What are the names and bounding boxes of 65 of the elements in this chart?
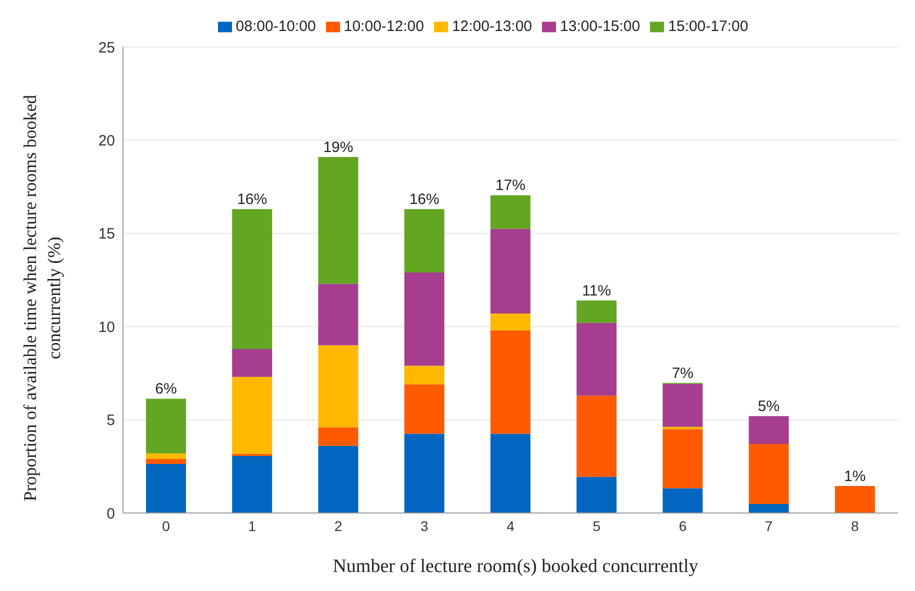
total-label: 17% (495, 177, 526, 194)
legend-label: 08:00-10:00 (236, 18, 316, 35)
bar (662, 488, 703, 513)
bar (490, 228, 530, 314)
x-tick-label: 1 (248, 518, 256, 534)
bar (146, 464, 186, 513)
total-label: 5% (758, 398, 780, 416)
bar (490, 195, 530, 229)
legend-label: 15:00-17:00 (668, 18, 748, 35)
bar (318, 427, 358, 446)
legend-label: 13:00-15:00 (560, 18, 640, 35)
bar (576, 322, 617, 396)
x-tick-label: 4 (506, 518, 515, 534)
bar (146, 453, 186, 459)
bar (748, 504, 789, 513)
total-label: 11% (582, 282, 612, 300)
bar (834, 486, 875, 513)
bar (490, 314, 530, 330)
total-label: 16% (409, 191, 440, 208)
total-label: 1% (844, 468, 866, 485)
bar (404, 434, 444, 513)
x-tick-label: 2 (334, 518, 342, 534)
total-label: 16% (237, 191, 268, 208)
y-axis-title: Proportion of available time when lecture rooms booked concurrently (%) (19, 94, 65, 504)
y-tick-label: 20 (98, 132, 115, 150)
y-tick-label: 10 (98, 318, 115, 336)
bar (404, 384, 444, 434)
total-label: 19% (323, 138, 354, 156)
bar (232, 348, 272, 377)
bar (662, 429, 703, 488)
x-tick-label: 5 (592, 518, 601, 534)
bar (146, 398, 186, 454)
x-tick-label: 6 (678, 518, 687, 534)
bar (232, 376, 272, 454)
bar (662, 384, 703, 427)
x-tick-label: 3 (420, 518, 428, 534)
bar (576, 300, 617, 323)
bar (232, 456, 272, 513)
y-tick-label: 15 (98, 226, 115, 243)
bar (490, 330, 530, 434)
bar (576, 476, 617, 513)
bar (748, 444, 789, 504)
x-tick-label: 8 (851, 518, 860, 534)
bar (748, 416, 789, 444)
legend-label: 10:00-12:00 (344, 18, 424, 35)
bar (490, 434, 530, 513)
total-label: 7% (672, 364, 694, 382)
total-label: 6% (155, 380, 177, 398)
bar (576, 396, 617, 477)
bar (318, 156, 358, 284)
x-tick-label: 0 (162, 518, 170, 534)
bar (404, 366, 444, 384)
y-tick-label: 5 (106, 412, 115, 430)
y-tick-label: 25 (98, 39, 115, 56)
legend-label: 12:00-13:00 (452, 18, 532, 35)
bar (318, 345, 358, 428)
y-tick-label: 0 (106, 505, 115, 522)
bar (318, 284, 358, 346)
bar (146, 458, 186, 464)
bar (318, 446, 358, 513)
bar (404, 272, 444, 366)
x-axis-title: Number of lecture room(s) booked concurrently (332, 556, 700, 578)
x-tick-label: 7 (764, 518, 773, 534)
bar (232, 209, 272, 349)
bar (404, 209, 444, 273)
